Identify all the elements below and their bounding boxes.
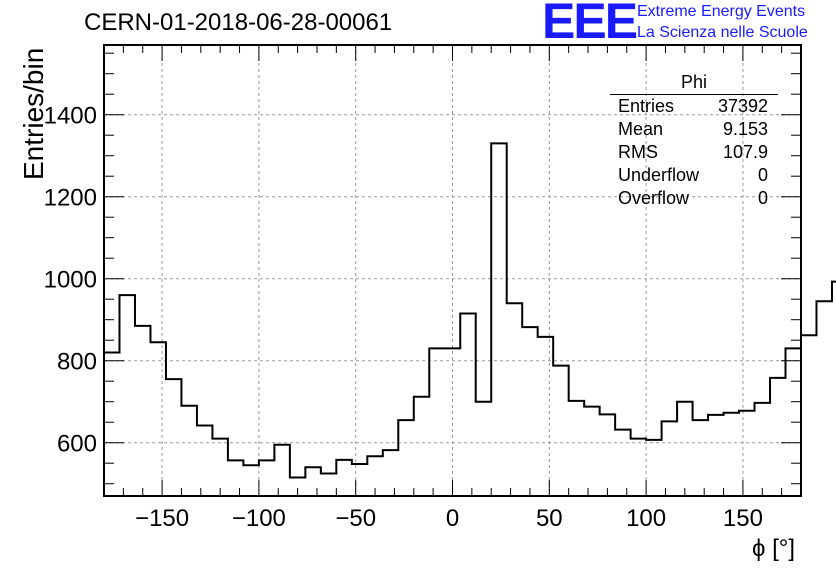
histogram-bin bbox=[693, 420, 708, 496]
stats-value: 107.9 bbox=[722, 142, 768, 162]
histogram-bin bbox=[181, 406, 196, 496]
stats-value: 37392 bbox=[717, 96, 768, 116]
histogram-bin bbox=[274, 445, 289, 496]
y-tick-label: 800 bbox=[57, 349, 97, 376]
stats-value: 0 bbox=[757, 188, 768, 208]
x-tick-label: −150 bbox=[135, 505, 189, 532]
chart-title: CERN-01-2018-06-28-00061 bbox=[84, 9, 393, 36]
stats-label: RMS bbox=[618, 142, 658, 162]
stats-box-title: Phi bbox=[610, 72, 778, 95]
histogram-bin bbox=[383, 450, 398, 496]
histogram-bin bbox=[414, 397, 429, 496]
stats-value: 0 bbox=[757, 165, 768, 185]
stats-value: 9.153 bbox=[722, 119, 768, 139]
histogram-bin bbox=[460, 314, 475, 496]
logo-subtitle-1: Extreme Energy Events bbox=[637, 3, 806, 20]
histogram-bin bbox=[119, 295, 134, 496]
stats-row-rms: RMS 107.9 bbox=[610, 141, 778, 164]
histogram-bin bbox=[166, 379, 181, 496]
histogram-bin bbox=[708, 415, 723, 496]
histogram-bin bbox=[615, 430, 630, 496]
stats-label: Mean bbox=[618, 119, 664, 139]
x-axis-label: ϕ [°] bbox=[752, 535, 796, 562]
x-tick-label: 150 bbox=[723, 505, 763, 532]
stats-box: Phi Entries 37392 Mean 9.153 RMS 107.9 U… bbox=[610, 72, 778, 210]
stats-label: Underflow bbox=[618, 165, 700, 185]
histogram-bin bbox=[352, 464, 367, 496]
histogram-bin bbox=[786, 348, 801, 496]
x-tick-label: −100 bbox=[232, 505, 286, 532]
plot-frame bbox=[103, 44, 802, 497]
stats-row-overflow: Overflow 0 bbox=[610, 187, 778, 210]
y-tick-label: 1400 bbox=[44, 103, 97, 130]
y-tick-label: 600 bbox=[57, 431, 97, 458]
histogram-bin bbox=[724, 413, 739, 496]
histogram-bin bbox=[491, 143, 506, 496]
histogram-bin bbox=[429, 348, 444, 496]
y-axis-label: Entries/bin bbox=[18, 47, 49, 180]
histogram-bin bbox=[398, 420, 413, 496]
x-tick-label: 50 bbox=[536, 505, 563, 532]
histogram-line bbox=[104, 142, 836, 479]
histogram-bin bbox=[569, 401, 584, 496]
histogram-bin bbox=[305, 467, 320, 496]
histogram-bin bbox=[243, 465, 258, 496]
histogram-bin bbox=[507, 303, 522, 496]
histogram-bin bbox=[228, 460, 243, 496]
x-tick-label: 0 bbox=[446, 505, 459, 532]
histogram-bin bbox=[770, 378, 785, 496]
eee-logo: EEE bbox=[542, 0, 638, 49]
histogram-bin bbox=[662, 421, 677, 496]
histogram-bin bbox=[445, 348, 460, 496]
stats-row-underflow: Underflow 0 bbox=[610, 164, 778, 187]
histogram-bin bbox=[522, 327, 537, 496]
histogram-bin bbox=[677, 402, 692, 496]
histogram-bin bbox=[801, 335, 816, 496]
histogram-bin bbox=[755, 403, 770, 496]
histogram-bin bbox=[600, 414, 615, 496]
y-tick-label: 1000 bbox=[44, 267, 97, 294]
histogram-bin bbox=[212, 439, 227, 496]
histogram-bin bbox=[832, 282, 836, 496]
logo-subtitle-2: La Scienza nelle Scuole bbox=[637, 24, 808, 41]
histogram-bin bbox=[631, 439, 646, 496]
stats-label: Overflow bbox=[618, 188, 690, 208]
histogram-bin bbox=[739, 411, 754, 496]
stats-row-mean: Mean 9.153 bbox=[610, 118, 778, 141]
stats-row-entries: Entries 37392 bbox=[610, 95, 778, 118]
x-tick-label: 100 bbox=[626, 505, 666, 532]
histogram-bin bbox=[104, 353, 119, 497]
x-tick-label: −50 bbox=[335, 505, 376, 532]
histogram-bin bbox=[553, 366, 568, 496]
histogram-bin bbox=[816, 301, 831, 496]
histogram-bin bbox=[538, 337, 553, 496]
histogram-bin bbox=[135, 326, 150, 496]
histogram-bin bbox=[259, 460, 274, 496]
histogram-bin bbox=[150, 342, 165, 496]
stats-label: Entries bbox=[618, 96, 675, 116]
histogram-bin bbox=[584, 407, 599, 496]
histogram-bin bbox=[197, 425, 212, 496]
histogram-bin bbox=[476, 402, 491, 496]
y-tick-label: 1200 bbox=[44, 185, 97, 212]
histogram-bin bbox=[367, 456, 382, 496]
histogram-bin bbox=[336, 460, 351, 496]
histogram-bin bbox=[321, 473, 336, 496]
histogram-bin bbox=[646, 440, 661, 496]
histogram-bin bbox=[290, 478, 305, 496]
